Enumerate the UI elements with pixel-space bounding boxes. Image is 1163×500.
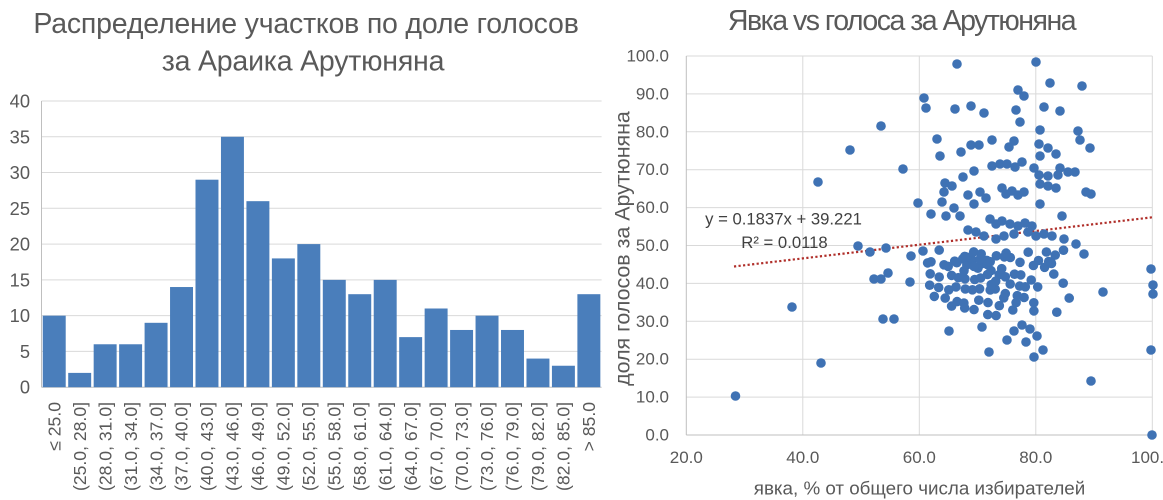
svg-text:(55.0, 58.0]: (55.0, 58.0]	[324, 402, 344, 491]
svg-text:(40.0, 43.0]: (40.0, 43.0]	[197, 402, 217, 491]
svg-text:≤ 25.0: ≤ 25.0	[44, 402, 64, 451]
svg-text:(76.0, 79.0]: (76.0, 79.0]	[503, 402, 523, 491]
svg-text:явка, % от общего числа избира: явка, % от общего числа избирателей	[754, 478, 1085, 499]
svg-text:50.0: 50.0	[636, 236, 669, 255]
svg-text:(67.0, 70.0]: (67.0, 70.0]	[426, 402, 446, 491]
svg-text:0.0: 0.0	[645, 426, 669, 445]
svg-text:60.0: 60.0	[903, 448, 936, 467]
svg-text:100.0: 100.0	[626, 47, 669, 66]
svg-text:10: 10	[10, 305, 30, 326]
svg-text:20.0: 20.0	[636, 350, 669, 369]
svg-text:80.0: 80.0	[636, 122, 669, 141]
svg-text:25: 25	[10, 198, 30, 219]
svg-text:40.0: 40.0	[786, 448, 819, 467]
svg-text:(34.0, 37.0]: (34.0, 37.0]	[146, 402, 166, 491]
svg-text:(64.0, 67.0]: (64.0, 67.0]	[401, 402, 421, 491]
svg-text:доля голосов за Арутюняна: доля голосов за Арутюняна	[611, 111, 635, 386]
svg-text:70.0: 70.0	[636, 160, 669, 179]
svg-text:90.0: 90.0	[636, 84, 669, 103]
svg-text:35: 35	[10, 126, 30, 147]
svg-text:(73.0, 76.0]: (73.0, 76.0]	[477, 402, 497, 491]
svg-text:(52.0, 55.0]: (52.0, 55.0]	[299, 402, 319, 491]
svg-text:R² = 0.0118: R² = 0.0118	[741, 233, 827, 252]
svg-text:15: 15	[10, 269, 30, 290]
svg-text:20: 20	[10, 234, 30, 255]
svg-text:(79.0, 82.0]: (79.0, 82.0]	[528, 402, 548, 491]
svg-text:(46.0, 49.0]: (46.0, 49.0]	[248, 402, 268, 491]
svg-text:(58.0, 61.0]: (58.0, 61.0]	[350, 402, 370, 491]
svg-text:за Араика Арутюняна: за Араика Арутюняна	[162, 46, 445, 78]
svg-text:40.0: 40.0	[636, 274, 669, 293]
svg-text:60.0: 60.0	[636, 198, 669, 217]
svg-text:30.0: 30.0	[636, 312, 669, 331]
svg-text:20.0: 20.0	[670, 448, 703, 467]
svg-text:40: 40	[10, 91, 30, 112]
svg-text:(31.0, 34.0]: (31.0, 34.0]	[121, 402, 141, 491]
svg-text:0: 0	[20, 377, 30, 398]
svg-text:Явка vs голоса за Арутюняна: Явка vs голоса за Арутюняна	[728, 5, 1077, 37]
svg-text:100.0: 100.0	[1131, 448, 1163, 467]
svg-text:(37.0, 40.0]: (37.0, 40.0]	[172, 402, 192, 491]
svg-text:(61.0, 64.0]: (61.0, 64.0]	[375, 402, 395, 491]
svg-text:10.0: 10.0	[636, 388, 669, 407]
svg-text:> 85.0: > 85.0	[579, 402, 599, 452]
svg-text:(82.0, 85.0]: (82.0, 85.0]	[554, 402, 574, 491]
svg-text:30: 30	[10, 162, 30, 183]
svg-text:80.0: 80.0	[1019, 448, 1052, 467]
svg-text:5: 5	[20, 341, 30, 362]
svg-text:(25.0, 28.0]: (25.0, 28.0]	[70, 402, 90, 491]
svg-text:(49.0, 52.0]: (49.0, 52.0]	[274, 402, 294, 491]
svg-text:(70.0, 73.0]: (70.0, 73.0]	[452, 402, 472, 491]
svg-text:(28.0, 31.0]: (28.0, 31.0]	[95, 402, 115, 491]
svg-text:(43.0, 46.0]: (43.0, 46.0]	[223, 402, 243, 491]
svg-text:Распределение участков по доле: Распределение участков по доле голосов	[33, 8, 578, 40]
svg-text:y = 0.1837x + 39.221: y = 0.1837x + 39.221	[705, 210, 862, 229]
